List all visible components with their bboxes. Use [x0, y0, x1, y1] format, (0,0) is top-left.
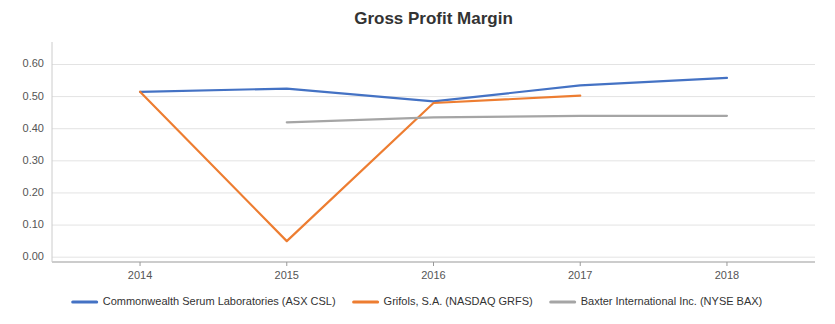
- x-tick: [140, 262, 141, 266]
- legend-item: Baxter International Inc. (NYSE BAX): [551, 295, 763, 307]
- title: Gross Profit Margin: [354, 9, 513, 28]
- x-tick: [726, 262, 727, 266]
- x-tick-label: 2016: [421, 269, 445, 281]
- x-tick-label: 2017: [568, 269, 592, 281]
- grid-line: [52, 160, 815, 161]
- legend-label: Commonwealth Serum Laboratories (ASX CSL…: [103, 295, 336, 307]
- x-tick-label: 2018: [715, 269, 739, 281]
- chart: Gross Profit Margin0.000.100.200.300.400…: [0, 0, 835, 324]
- x-tick: [580, 262, 581, 266]
- y-axis-line: [52, 42, 53, 262]
- y-tick-label: 0.30: [23, 154, 44, 166]
- y-tick-label: 0.60: [23, 57, 44, 69]
- legend-item: Commonwealth Serum Laboratories (ASX CSL…: [73, 295, 336, 307]
- legend-label: Grifols, S.A. (NASDAQ GRFS): [384, 295, 533, 307]
- x-tick: [286, 262, 287, 266]
- legend: Commonwealth Serum Laboratories (ASX CSL…: [73, 295, 763, 307]
- legend-label: Baxter International Inc. (NYSE BAX): [581, 295, 763, 307]
- y-grid: [52, 64, 815, 257]
- grid-line: [52, 257, 815, 258]
- y-tick-label: 0.20: [23, 186, 44, 198]
- y-tick-label: 0.50: [23, 90, 44, 102]
- legend-swatch: [73, 301, 97, 304]
- legend-swatch: [551, 301, 575, 304]
- grid-line: [52, 128, 815, 129]
- series-line: [140, 92, 580, 241]
- legend-swatch: [354, 301, 378, 304]
- x-tick-labels: 2014 2015 2016 2017 2018: [128, 262, 739, 281]
- y-tick-label: 0.10: [23, 218, 44, 230]
- x-tick-label: 2014: [128, 269, 152, 281]
- grid-line: [52, 96, 815, 97]
- x-tick-label: 2015: [275, 269, 299, 281]
- grid-line: [52, 64, 815, 65]
- series-line: [287, 116, 727, 122]
- y-tick-labels: 0.00 0.10 0.20 0.30 0.40 0.50 0.60: [23, 57, 44, 262]
- legend-item: Grifols, S.A. (NASDAQ GRFS): [354, 295, 533, 307]
- series-line: [140, 78, 727, 101]
- grid-line: [52, 225, 815, 226]
- x-tick: [433, 262, 434, 266]
- y-tick-label: 0.40: [23, 122, 44, 134]
- plot-area: [140, 78, 727, 241]
- grid-line: [52, 192, 815, 193]
- y-tick-label: 0.00: [23, 250, 44, 262]
